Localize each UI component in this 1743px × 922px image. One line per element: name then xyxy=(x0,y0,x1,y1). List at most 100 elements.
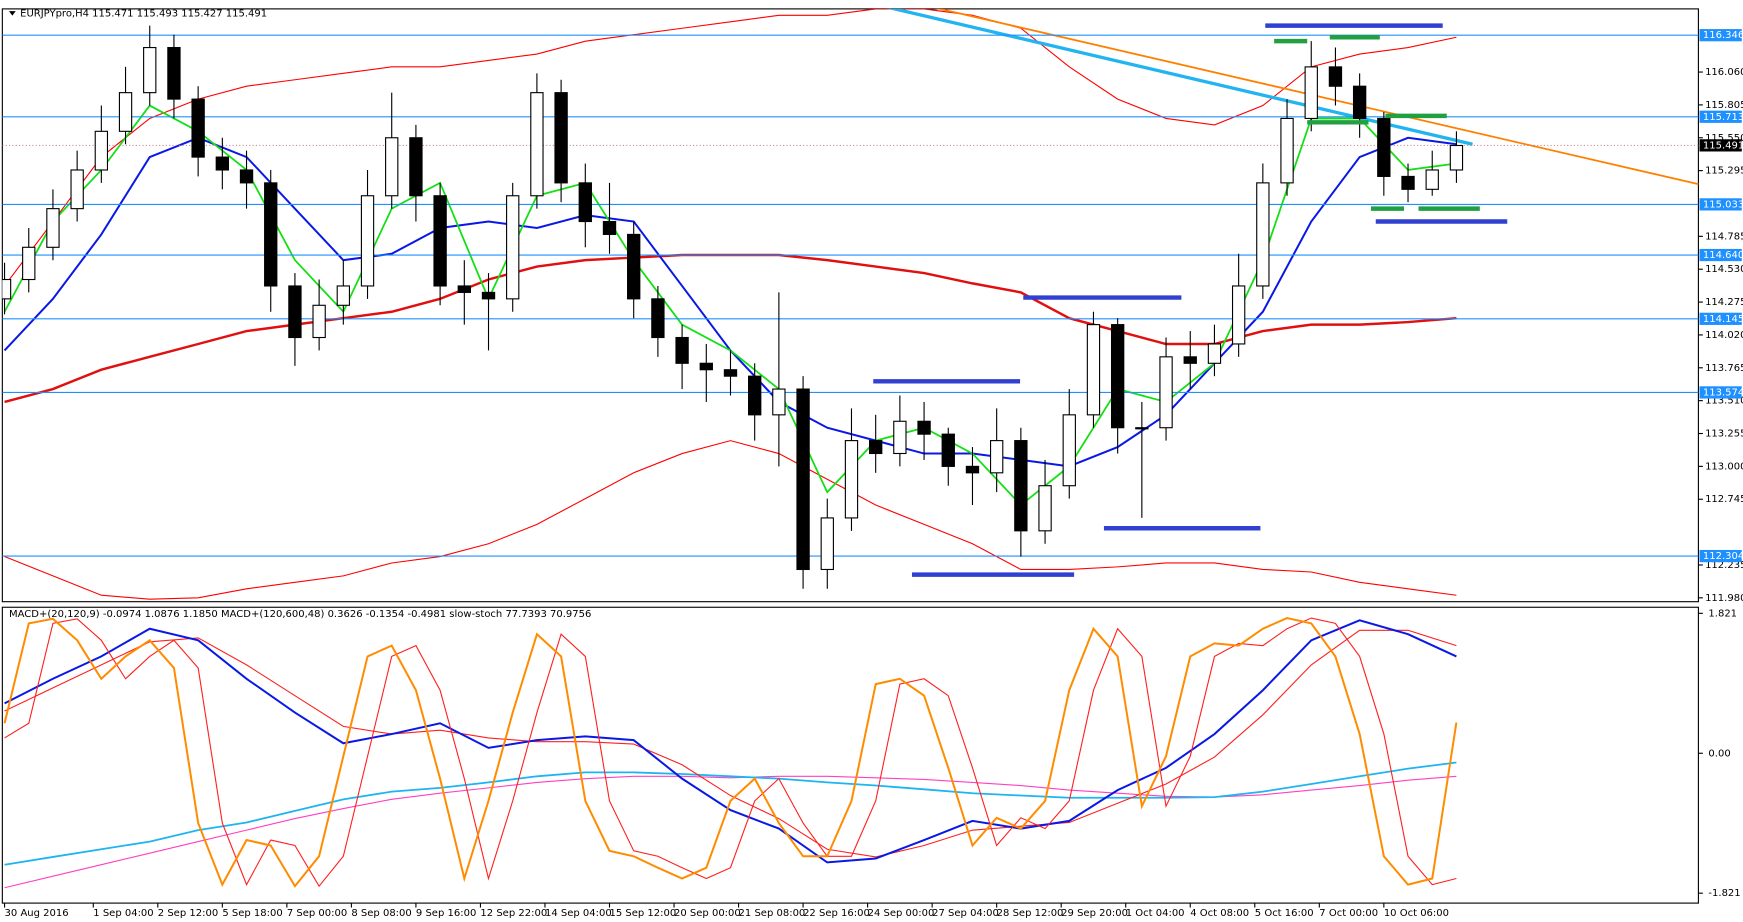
candle-body xyxy=(869,440,883,455)
candle-body xyxy=(312,304,326,339)
line xyxy=(4,619,1457,864)
candle-body xyxy=(336,285,350,306)
level-label: 114.640 xyxy=(1703,250,1743,261)
indicator-title: MACD+(20,120,9) -0.0974 1.0876 1.1850 MA… xyxy=(9,609,591,620)
candle-body xyxy=(1231,285,1246,345)
y-tick-label: 115.550 xyxy=(1705,133,1743,144)
line xyxy=(4,617,1457,888)
candle-body xyxy=(1256,182,1270,287)
y-tick-label: 1.821 xyxy=(1708,608,1737,619)
level-label-box xyxy=(1699,386,1742,399)
candle-body xyxy=(457,285,471,293)
x-tick-label: 4 Oct 08:00 xyxy=(1190,908,1249,919)
candle-body xyxy=(772,388,786,416)
y-tick-label: 114.785 xyxy=(1705,231,1743,242)
y-tick-label: 112.235 xyxy=(1705,560,1743,571)
candle-body xyxy=(1110,324,1125,429)
x-tick-label: 28 Sep 12:00 xyxy=(997,908,1064,919)
candle-body xyxy=(409,137,423,197)
candle-body xyxy=(1159,356,1173,429)
x-tick-label: 30 Aug 2016 xyxy=(5,908,69,919)
overlay: 116.060 115.805 115.550 115.295 114.785 114.5… xyxy=(3,29,1743,919)
y-tick-label: 114.275 xyxy=(1705,297,1743,308)
candle-body xyxy=(1207,343,1222,364)
x-tick-label: 8 Sep 08:00 xyxy=(351,908,411,919)
x-tick-label: 9 Sep 16:00 xyxy=(416,908,476,919)
level-label-box xyxy=(1699,29,1742,42)
x-tick-label: 1 Oct 04:00 xyxy=(1126,908,1185,919)
menu-arrow[interactable] xyxy=(9,11,16,16)
y-tick-label: 115.295 xyxy=(1705,166,1743,177)
candle-body xyxy=(820,517,834,571)
level-label: 116.346 xyxy=(1703,30,1743,41)
level-label: 112.304 xyxy=(1703,551,1743,562)
candle-body xyxy=(796,388,810,571)
candle-body xyxy=(360,195,375,287)
candle-body xyxy=(1014,440,1028,532)
candle-body xyxy=(699,362,713,371)
candle-body xyxy=(989,440,1004,474)
y-tick-label: 113.255 xyxy=(1705,429,1743,440)
level-label-box xyxy=(1699,549,1742,563)
level-label-box xyxy=(1699,198,1742,211)
x-tick-label: 20 Sep 00:00 xyxy=(674,908,741,919)
candle-body xyxy=(1304,66,1318,119)
candle-body xyxy=(530,92,544,197)
line xyxy=(4,8,1457,287)
line xyxy=(887,8,1473,146)
candle-body xyxy=(1425,169,1439,190)
x-tick-label: 27 Sep 04:00 xyxy=(932,908,999,919)
y-tick-label: 116.060 xyxy=(1705,67,1743,78)
candle-body xyxy=(941,433,955,467)
line xyxy=(4,761,1457,866)
candle-body xyxy=(22,246,36,281)
candle-body xyxy=(1401,175,1415,190)
candle-body xyxy=(288,285,302,339)
y-tick-label: 0.00 xyxy=(1708,748,1730,759)
candle-body xyxy=(1135,427,1149,430)
line xyxy=(3,616,1458,888)
x-tick-label: 5 Sep 18:00 xyxy=(222,908,282,919)
candle-body xyxy=(1086,324,1101,416)
level-label: 113.574 xyxy=(1703,387,1743,398)
y-tick-label: 112.745 xyxy=(1705,494,1743,505)
candle-body xyxy=(1062,414,1076,487)
candle-body xyxy=(1183,356,1197,364)
y-tick-label: 114.530 xyxy=(1705,264,1743,275)
candle-body xyxy=(70,169,84,210)
level-label: 115.713 xyxy=(1703,112,1743,123)
candle-body xyxy=(1328,66,1343,87)
candle-body xyxy=(1377,117,1391,177)
x-tick-label: 22 Sep 16:00 xyxy=(803,908,870,919)
x-tick-label: 2 Sep 12:00 xyxy=(158,908,218,919)
x-tick-label: 7 Sep 00:00 xyxy=(287,908,347,919)
candle-body xyxy=(602,220,617,235)
x-tick-label: 21 Sep 08:00 xyxy=(739,908,806,919)
y-tick-label: -1.821 xyxy=(1708,888,1740,899)
candle-body xyxy=(481,291,496,300)
x-tick-label: 7 Oct 00:00 xyxy=(1319,908,1378,919)
candle-body xyxy=(578,182,592,223)
candle-body xyxy=(844,440,859,519)
chart-title: EURJPYpro,H4 115.471 115.493 115.427 115… xyxy=(20,8,267,19)
level-label-box xyxy=(1699,110,1742,123)
x-tick-label: 14 Sep 04:00 xyxy=(545,908,612,919)
x-tick-label: 24 Sep 00:00 xyxy=(868,908,935,919)
line xyxy=(4,629,1457,858)
candle-body xyxy=(651,298,665,339)
level-label: 114.145 xyxy=(1703,314,1743,325)
x-tick-label: 29 Sep 20:00 xyxy=(1061,908,1128,919)
candle-body xyxy=(94,130,109,171)
level-label: 115.033 xyxy=(1703,199,1743,210)
candle-body xyxy=(167,47,181,100)
candle-body xyxy=(723,369,738,377)
x-tick-label: 5 Oct 16:00 xyxy=(1255,908,1314,919)
candle-body xyxy=(1352,85,1367,119)
candle-body xyxy=(191,98,205,158)
current-price-label: 115.491 xyxy=(1703,140,1743,151)
x-tick-label: 12 Sep 22:00 xyxy=(480,908,547,919)
candle-body xyxy=(627,233,641,300)
y-tick-label: 115.805 xyxy=(1705,100,1743,111)
level-label-box xyxy=(1699,248,1742,262)
